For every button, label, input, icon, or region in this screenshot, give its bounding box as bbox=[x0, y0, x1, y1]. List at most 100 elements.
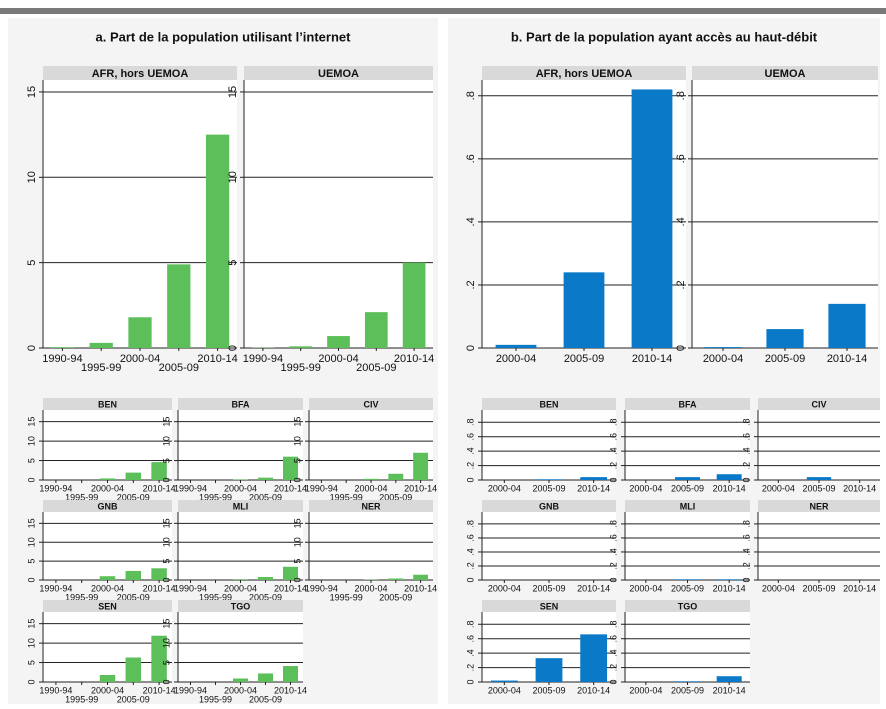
x-tick-label: 2005-09 bbox=[802, 483, 835, 493]
bar bbox=[151, 635, 167, 682]
y-tick-label: .4 bbox=[608, 649, 618, 657]
y-tick-label: .8 bbox=[675, 91, 687, 100]
bar bbox=[151, 462, 167, 480]
bar bbox=[151, 568, 167, 580]
facet-header bbox=[43, 600, 172, 612]
bar bbox=[716, 676, 742, 682]
bar bbox=[327, 336, 350, 348]
y-tick-label: .6 bbox=[741, 433, 751, 441]
bar bbox=[283, 566, 298, 580]
bar bbox=[495, 344, 537, 348]
x-tick-label: 2010-14 bbox=[143, 685, 176, 695]
y-tick-label: .6 bbox=[608, 534, 618, 542]
x-tick-label: 2000-04 bbox=[488, 483, 521, 493]
facet-header bbox=[482, 66, 686, 80]
y-tick-label: .8 bbox=[608, 520, 618, 528]
x-tick-label: 2010-14 bbox=[274, 583, 307, 593]
plot-area bbox=[309, 512, 433, 580]
y-tick-label: .2 bbox=[675, 280, 687, 289]
bar bbox=[490, 680, 518, 682]
facet-header bbox=[309, 398, 433, 410]
facet-header bbox=[482, 500, 616, 512]
x-tick-label: 2000-04 bbox=[120, 353, 160, 365]
x-tick-label: 2005-09 bbox=[117, 592, 150, 602]
y-tick-label: 0 bbox=[465, 345, 477, 351]
x-tick-label: 1995-99 bbox=[199, 492, 232, 502]
bar bbox=[99, 478, 116, 480]
y-tick-label: .2 bbox=[741, 462, 751, 470]
y-tick-label: 15 bbox=[26, 417, 36, 427]
x-tick-label: 1995-99 bbox=[199, 592, 232, 602]
bar bbox=[233, 678, 248, 682]
y-tick-label: 10 bbox=[26, 537, 36, 547]
y-tick-label: .8 bbox=[465, 419, 475, 427]
facet-title: SEN bbox=[540, 601, 559, 611]
facet-header bbox=[43, 398, 172, 410]
y-tick-label: .2 bbox=[465, 562, 475, 570]
x-tick-label: 2005-09 bbox=[532, 483, 565, 493]
x-tick-label: 2005-09 bbox=[117, 694, 150, 704]
x-tick-label: 1995-99 bbox=[330, 492, 363, 502]
facet-title: BEN bbox=[539, 399, 558, 409]
facet-header bbox=[309, 500, 433, 512]
y-tick-label: .6 bbox=[465, 534, 475, 542]
y-tick-label: 10 bbox=[26, 638, 36, 648]
x-tick-label: 1990-94 bbox=[243, 353, 283, 365]
bar bbox=[99, 675, 116, 682]
x-tick-label: 1995-99 bbox=[65, 694, 98, 704]
bar bbox=[580, 634, 608, 682]
y-tick-label: .2 bbox=[465, 462, 475, 470]
facet-title: AFR, hors UEMOA bbox=[536, 68, 633, 80]
y-tick-label: .6 bbox=[608, 635, 618, 643]
facet-header bbox=[178, 398, 303, 410]
x-tick-label: 2010-14 bbox=[143, 583, 176, 593]
facet-title: NER bbox=[361, 501, 381, 511]
facet-title: BFA bbox=[679, 399, 698, 409]
bar bbox=[828, 303, 866, 348]
y-tick-label: .4 bbox=[465, 649, 475, 657]
bar bbox=[388, 473, 404, 480]
bar bbox=[535, 658, 563, 682]
x-tick-label: 1990-94 bbox=[39, 583, 72, 593]
facet-title: GNB bbox=[539, 501, 560, 511]
y-tick-label: .2 bbox=[465, 664, 475, 672]
y-tick-label: 10 bbox=[26, 171, 38, 183]
facet-title: CIV bbox=[811, 399, 826, 409]
bar bbox=[413, 574, 429, 580]
bar bbox=[258, 673, 273, 682]
y-tick-label: 15 bbox=[161, 619, 171, 629]
x-tick-label: 2005-09 bbox=[671, 685, 704, 695]
facet-title: AFR, hors UEMOA bbox=[92, 68, 189, 80]
y-tick-label: 0 bbox=[465, 577, 475, 582]
x-tick-label: 2000-04 bbox=[703, 353, 743, 365]
y-tick-label: 10 bbox=[161, 537, 171, 547]
x-tick-label: 2010-14 bbox=[843, 483, 876, 493]
bar bbox=[675, 681, 700, 682]
x-tick-label: 2000-04 bbox=[318, 353, 358, 365]
y-tick-label: 15 bbox=[161, 417, 171, 427]
plot-area bbox=[482, 410, 616, 480]
y-tick-label: 0 bbox=[465, 477, 475, 482]
x-tick-label: 2010-14 bbox=[827, 353, 867, 365]
y-tick-label: .8 bbox=[608, 419, 618, 427]
y-tick-label: .8 bbox=[741, 419, 751, 427]
x-tick-label: 2005-09 bbox=[379, 592, 412, 602]
y-tick-label: .4 bbox=[465, 548, 475, 556]
facet-header bbox=[244, 66, 433, 80]
y-tick-label: 0 bbox=[741, 477, 751, 482]
y-tick-label: 5 bbox=[26, 260, 38, 266]
facet-title: TGO bbox=[678, 601, 698, 611]
x-tick-label: 2010-14 bbox=[394, 353, 434, 365]
panel-title: b. Part de la population ayant accès au … bbox=[511, 29, 818, 44]
x-tick-label: 2005-09 bbox=[117, 492, 150, 502]
bar bbox=[99, 576, 116, 580]
x-tick-label: 1990-94 bbox=[39, 685, 72, 695]
x-tick-label: 2010-14 bbox=[404, 583, 437, 593]
bar bbox=[283, 456, 298, 480]
plot-area bbox=[244, 80, 433, 348]
y-tick-label: .2 bbox=[608, 462, 618, 470]
y-tick-label: 5 bbox=[26, 559, 36, 564]
y-tick-label: 5 bbox=[292, 559, 302, 564]
bar bbox=[89, 342, 113, 348]
x-tick-label: 1990-94 bbox=[174, 483, 207, 493]
